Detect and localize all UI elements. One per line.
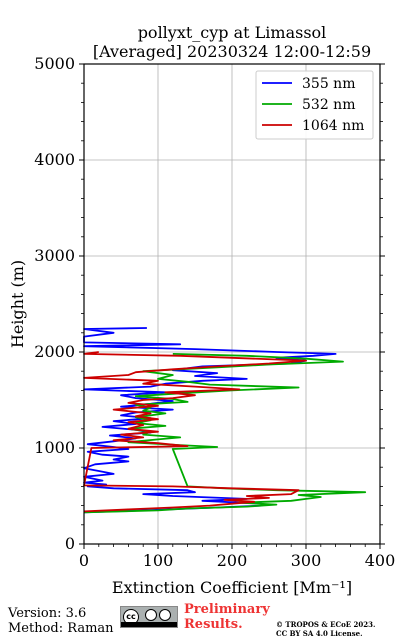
y-tick-label: 4000 [34, 150, 75, 169]
legend-box [255, 70, 374, 140]
preliminary-line-2: Results. [184, 617, 243, 632]
chart-title-line-2: [Averaged] 20230324 12:00-12:59 [93, 42, 371, 61]
legend-label: 532 nm [302, 97, 355, 113]
copyright-note: © TROPOS & ECoE 2023. CC BY SA 4.0 Licen… [276, 620, 375, 638]
license-strip [121, 622, 177, 627]
chart-title-line-1: pollyxt_cyp at Limassol [138, 23, 327, 42]
series-line-532-nm [83, 353, 367, 514]
series-line-1064-nm [83, 351, 307, 513]
x-tick-label: 0 [79, 551, 89, 570]
legend: 355 nm 532 nm 1064 nm [255, 70, 374, 140]
version-label: Version: 3.6 [8, 606, 87, 621]
y-tick-label: 3000 [34, 246, 75, 265]
y-tick-label: 0 [65, 534, 75, 553]
x-axis-label: Extinction Coefficient [Mm⁻¹] [112, 578, 352, 597]
y-tick-label: 1000 [34, 438, 75, 457]
share-alike-icon [159, 609, 171, 621]
x-tick-label: 200 [217, 551, 248, 570]
method-label: Method: Raman [8, 621, 114, 636]
preliminary-results-note: Preliminary Results. [184, 602, 270, 632]
x-tick-label: 400 [365, 551, 396, 570]
copyright-line-2: CC BY SA 4.0 License. [276, 629, 363, 638]
preliminary-line-1: Preliminary [184, 602, 270, 617]
x-tick-label: 300 [291, 551, 322, 570]
legend-label: 355 nm [302, 76, 355, 92]
y-tick-label: 5000 [34, 54, 75, 73]
y-axis-label: Height (m) [8, 260, 27, 348]
plot-frame [83, 63, 381, 545]
x-tick-label: 100 [143, 551, 174, 570]
copyright-line-1: © TROPOS & ECoE 2023. [276, 620, 376, 629]
series-layer [83, 327, 367, 514]
cc-by-sa-license-badge: cc [120, 606, 178, 628]
legend-label: 1064 nm [302, 118, 364, 134]
attribution-icon [145, 609, 157, 621]
y-tick-label: 2000 [34, 342, 75, 361]
